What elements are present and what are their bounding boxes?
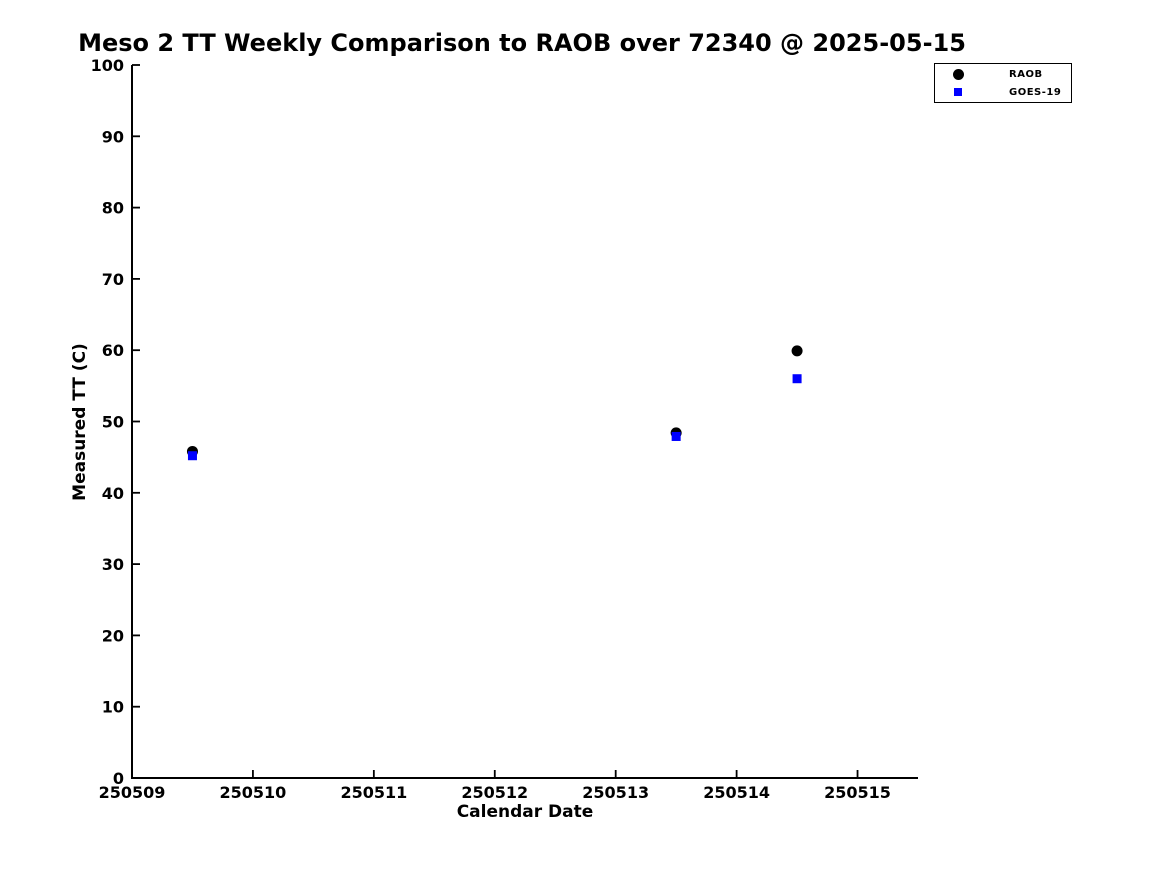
x-tick-label: 250509 <box>99 783 166 802</box>
y-tick-label: 100 <box>91 56 124 75</box>
legend-label-raob: RAOB <box>1009 68 1043 80</box>
x-axis-title: Calendar Date <box>456 802 594 822</box>
y-tick-label: 60 <box>102 341 124 360</box>
x-tick-label: 250515 <box>824 783 891 802</box>
y-tick-label: 90 <box>102 127 124 146</box>
goes-19-square-marker-icon <box>954 88 962 96</box>
y-tick-label: 10 <box>102 698 124 717</box>
y-tick-label: 70 <box>102 270 124 289</box>
point-raob <box>791 345 803 357</box>
y-tick-label: 0 <box>113 769 124 788</box>
legend-item-raob: RAOB <box>935 67 1071 82</box>
x-tick-label: 250512 <box>461 783 528 802</box>
y-tick-label: 40 <box>102 484 124 503</box>
raob-circle-marker-icon <box>952 68 964 80</box>
x-tick-label: 250511 <box>340 783 407 802</box>
point-goes-19 <box>792 374 802 384</box>
x-tick-label: 250510 <box>220 783 287 802</box>
legend-marker-cell <box>935 68 981 80</box>
chart-title: Meso 2 TT Weekly Comparison to RAOB over… <box>78 29 966 57</box>
legend-label-goes-19: GOES-19 <box>1009 86 1062 98</box>
legend-marker-cell <box>935 88 981 96</box>
legend: RAOB GOES-19 <box>934 63 1072 103</box>
point-goes-19 <box>187 451 197 461</box>
y-tick-label: 50 <box>102 413 124 432</box>
x-tick-label: 250513 <box>582 783 649 802</box>
x-tick-label: 250514 <box>703 783 770 802</box>
legend-item-goes-19: GOES-19 <box>935 85 1071 100</box>
y-tick-label: 30 <box>102 555 124 574</box>
y-tick-label: 80 <box>102 199 124 218</box>
point-goes-19 <box>671 431 681 441</box>
y-tick-label: 20 <box>102 626 124 645</box>
